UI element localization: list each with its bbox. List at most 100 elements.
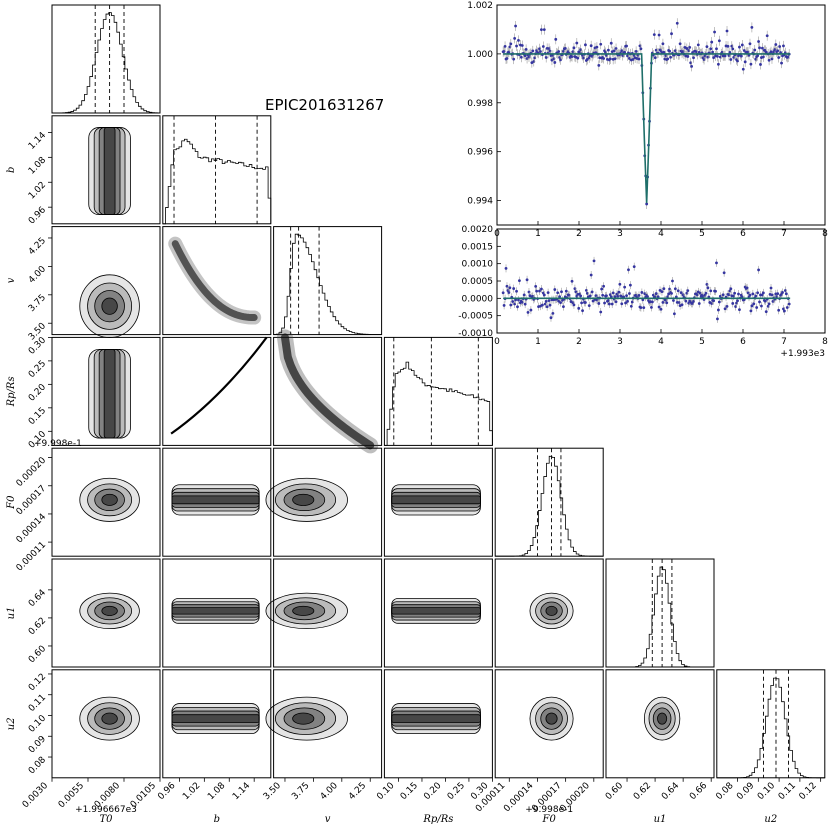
data-point	[717, 39, 721, 43]
data-point	[520, 44, 524, 47]
data-point	[767, 302, 771, 306]
data-point	[613, 295, 617, 299]
data-point	[504, 266, 508, 270]
x-tick-label-v: 3.50	[262, 781, 283, 802]
x-tick-label-u1: 0.62	[632, 781, 653, 802]
data-point	[760, 304, 763, 308]
data-point	[661, 42, 665, 46]
data-point	[706, 286, 710, 290]
data-point	[764, 50, 768, 54]
density-band-core	[171, 240, 258, 322]
x-tick-label-b: 0.96	[156, 781, 177, 802]
y-tick-label-u2: 0.08	[27, 755, 48, 776]
x-axis-label-T0: T0	[99, 814, 113, 825]
hist-panel-u2	[716, 669, 826, 779]
y-tick-label-F0: 0.00017	[15, 484, 48, 517]
x-tick-label-b: 1.08	[206, 781, 227, 802]
data-point	[709, 289, 713, 293]
density-contour-0	[529, 696, 574, 741]
data-point	[628, 283, 632, 287]
hist-panel-RpRs	[383, 336, 493, 446]
data-point	[680, 303, 684, 307]
data-point	[634, 50, 638, 53]
panel-frame	[51, 447, 161, 557]
data-point	[588, 294, 592, 298]
data-point	[714, 289, 717, 293]
data-point	[712, 299, 716, 303]
data-point	[577, 306, 581, 310]
data-point	[717, 62, 720, 66]
x-tick-label-residuals: 2	[576, 337, 582, 347]
panel-frame	[162, 558, 272, 668]
data-point	[535, 289, 539, 293]
y-tick-label-v: 3.75	[27, 293, 48, 314]
density-panel-RpRs-vs-T0	[51, 336, 161, 446]
data-point	[623, 50, 627, 54]
data-point	[645, 202, 649, 206]
data-point	[609, 295, 613, 299]
density-contour-3	[391, 607, 481, 615]
data-point	[780, 61, 783, 65]
data-point	[757, 40, 760, 43]
data-point	[509, 303, 513, 307]
panel-frame	[51, 226, 161, 336]
y-tick-label-b: 0.96	[27, 205, 48, 226]
data-point	[676, 289, 680, 293]
x-offset-label-F0: +9.998e-1	[525, 805, 573, 815]
density-band	[276, 329, 379, 454]
x-tick-label-residuals: 1	[535, 337, 541, 347]
data-point	[572, 303, 576, 307]
data-point	[686, 55, 690, 58]
data-point	[657, 33, 661, 37]
density-panel-RpRs-vs-b	[162, 336, 272, 446]
data-point	[505, 57, 509, 60]
y-tick-label-RpRs: 0.25	[27, 359, 48, 380]
density-panel-u1-vs-b	[162, 558, 272, 668]
data-point	[570, 279, 574, 283]
data-point	[513, 37, 517, 40]
data-point	[671, 279, 674, 283]
x-tick-label-v: 4.00	[319, 781, 340, 802]
data-point	[656, 295, 660, 299]
density-contour-0	[529, 592, 574, 630]
y-tick-label-F0: 0.00011	[15, 540, 48, 573]
data-point	[738, 45, 741, 49]
density-contour-3	[391, 714, 481, 723]
data-point	[548, 303, 552, 307]
data-point	[637, 57, 641, 61]
data-point	[538, 289, 541, 293]
density-panel-v-vs-T0	[51, 226, 161, 338]
x-tick-label-light_curve: 1	[535, 229, 541, 239]
data-point	[549, 316, 553, 320]
x-tick-label-light_curve: 2	[576, 229, 582, 239]
y-tick-label-b: 1.14	[27, 130, 48, 151]
density-contour-2	[94, 601, 125, 621]
panel-frame	[494, 558, 604, 668]
density-panel-F0-vs-RpRs	[383, 447, 493, 557]
data-point	[756, 291, 760, 295]
density-panel-u1-vs-F0	[494, 558, 604, 668]
data-point	[777, 308, 781, 312]
data-point	[542, 28, 546, 32]
density-panel-RpRs-vs-v	[273, 329, 383, 454]
data-point	[610, 302, 614, 306]
data-point	[627, 268, 630, 272]
x-tick-label-u2: 0.11	[777, 781, 798, 802]
data-point	[642, 306, 646, 310]
data-point	[763, 299, 767, 303]
data-point	[755, 306, 759, 309]
data-point	[502, 304, 506, 307]
data-point	[726, 44, 730, 48]
data-point	[758, 300, 761, 304]
data-point	[722, 271, 726, 275]
data-point	[665, 301, 669, 305]
panel-frame	[383, 336, 493, 446]
panel-frame	[383, 558, 493, 668]
hist-line-F0	[495, 455, 604, 557]
data-point	[761, 46, 764, 50]
data-point	[612, 49, 616, 53]
hist-line-u1	[606, 566, 714, 668]
y-tick-label-F0: 0.00014	[15, 512, 49, 546]
hist-line-u2	[716, 677, 825, 779]
data-point	[553, 61, 557, 64]
